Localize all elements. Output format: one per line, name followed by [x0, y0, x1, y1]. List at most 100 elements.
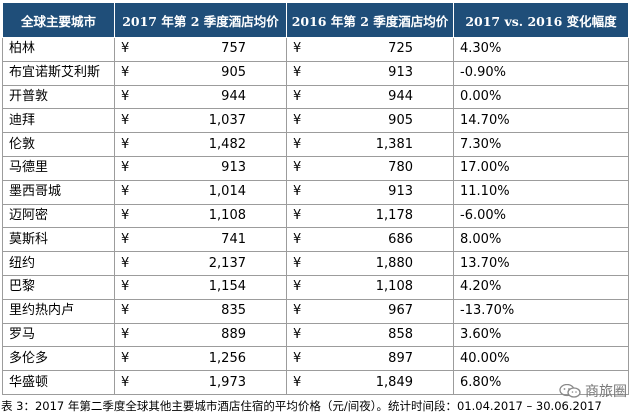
currency-symbol: ¥: [293, 41, 302, 57]
price-2017-cell-value: 741: [221, 231, 246, 247]
table-row: 墨西哥城 ¥1,014 ¥913 11.10%: [2, 179, 629, 205]
currency-symbol: ¥: [293, 279, 302, 295]
price-2017-cell: ¥905: [114, 60, 287, 86]
header-change: 2017 vs. 2016 变化幅度: [453, 2, 629, 38]
currency-symbol: ¥: [121, 184, 130, 200]
currency-symbol: ¥: [121, 350, 130, 366]
price-2017-cell: ¥741: [114, 227, 287, 253]
currency-symbol: ¥: [121, 41, 130, 57]
change-cell: 11.10%: [453, 179, 629, 205]
price-2016-cell-value: 1,108: [375, 279, 413, 295]
currency-symbol: ¥: [121, 207, 130, 223]
header-price-2016: 2016 年第 2 季度酒店均价: [286, 2, 454, 38]
city-cell: 多伦多: [2, 346, 115, 372]
table-caption: 表 3：2017 年第二季度全球其他主要城市酒店住宿的平均价格（元/间夜）。统计…: [1, 399, 602, 413]
currency-symbol: ¥: [121, 88, 130, 104]
city-cell: 莫斯科: [2, 227, 115, 253]
price-2017-cell: ¥1,108: [114, 203, 287, 229]
price-2017-cell-value: 1,482: [208, 136, 246, 152]
price-2017-cell-value: 1,037: [208, 112, 246, 128]
city-cell: 马德里: [2, 155, 115, 181]
price-2016-cell-value: 897: [388, 350, 413, 366]
change-cell: 6.80%: [453, 370, 629, 395]
price-2016-cell-value: 967: [388, 303, 413, 319]
change-cell: 4.30%: [453, 37, 629, 62]
currency-symbol: ¥: [293, 88, 302, 104]
change-cell: -13.70%: [453, 298, 629, 324]
currency-symbol: ¥: [121, 374, 130, 390]
price-2016-cell-value: 686: [388, 231, 413, 247]
price-2016-cell: ¥780: [286, 155, 454, 181]
city-cell: 布宜诺斯艾利斯: [2, 60, 115, 86]
table-row: 迈阿密 ¥1,108 ¥1,178 -6.00%: [2, 203, 629, 229]
price-2017-cell: ¥944: [114, 84, 287, 110]
price-2016-cell-value: 858: [388, 326, 413, 342]
wechat-icon: [559, 384, 581, 398]
city-cell: 迪拜: [2, 108, 115, 134]
change-cell: -6.00%: [453, 203, 629, 229]
city-cell: 罗马: [2, 322, 115, 348]
price-2016-cell: ¥1,178: [286, 203, 454, 229]
price-2016-cell-value: 725: [388, 41, 413, 57]
currency-symbol: ¥: [293, 112, 302, 128]
city-cell: 华盛顿: [2, 370, 115, 395]
currency-symbol: ¥: [293, 326, 302, 342]
change-cell: 14.70%: [453, 108, 629, 134]
price-2017-cell: ¥2,137: [114, 251, 287, 276]
change-cell: 3.60%: [453, 322, 629, 348]
price-2016-cell-value: 1,178: [375, 207, 413, 223]
city-cell: 纽约: [2, 251, 115, 276]
watermark-text: 商旅圈: [585, 384, 627, 400]
table-row: 柏林 ¥757 ¥725 4.30%: [2, 37, 629, 62]
price-2017-cell-value: 835: [221, 303, 246, 319]
table-row: 莫斯科 ¥741 ¥686 8.00%: [2, 227, 629, 253]
price-2016-cell-value: 780: [388, 160, 413, 176]
currency-symbol: ¥: [121, 136, 130, 152]
currency-symbol: ¥: [293, 65, 302, 81]
currency-symbol: ¥: [121, 326, 130, 342]
currency-symbol: ¥: [293, 303, 302, 319]
city-cell: 墨西哥城: [2, 179, 115, 205]
change-cell: -0.90%: [453, 60, 629, 86]
table-header-row: 全球主要城市 2017 年第 2 季度酒店均价 2016 年第 2 季度酒店均价…: [2, 2, 629, 38]
price-2016-cell-value: 1,381: [375, 136, 413, 152]
city-cell: 伦敦: [2, 132, 115, 157]
table-row: 巴黎 ¥1,154 ¥1,108 4.20%: [2, 274, 629, 300]
table-row: 罗马 ¥889 ¥858 3.60%: [2, 322, 629, 348]
price-2016-cell: ¥967: [286, 298, 454, 324]
table-row: 马德里 ¥913 ¥780 17.00%: [2, 155, 629, 181]
currency-symbol: ¥: [121, 160, 130, 176]
currency-symbol: ¥: [293, 184, 302, 200]
currency-symbol: ¥: [293, 160, 302, 176]
price-2017-cell: ¥835: [114, 298, 287, 324]
header-city: 全球主要城市: [2, 2, 115, 38]
price-2016-cell: ¥725: [286, 37, 454, 62]
price-2017-cell: ¥1,154: [114, 274, 287, 300]
price-2016-cell: ¥944: [286, 84, 454, 110]
price-2017-cell-value: 1,108: [208, 207, 246, 223]
hotel-price-table: 全球主要城市 2017 年第 2 季度酒店均价 2016 年第 2 季度酒店均价…: [2, 2, 629, 395]
price-2016-cell: ¥1,849: [286, 370, 454, 395]
table-row: 里约热内卢 ¥835 ¥967 -13.70%: [2, 298, 629, 324]
price-2017-cell-value: 913: [221, 160, 246, 176]
city-cell: 柏林: [2, 37, 115, 62]
price-2017-cell-value: 944: [221, 88, 246, 104]
price-2017-cell-value: 905: [221, 65, 246, 81]
currency-symbol: ¥: [293, 231, 302, 247]
table-row: 多伦多 ¥1,256 ¥897 40.00%: [2, 346, 629, 372]
city-cell: 迈阿密: [2, 203, 115, 229]
currency-symbol: ¥: [293, 136, 302, 152]
price-2016-cell-value: 905: [388, 112, 413, 128]
city-cell: 里约热内卢: [2, 298, 115, 324]
table-row: 迪拜 ¥1,037 ¥905 14.70%: [2, 108, 629, 134]
table-row: 伦敦 ¥1,482 ¥1,381 7.30%: [2, 132, 629, 157]
change-cell: 0.00%: [453, 84, 629, 110]
price-2017-cell-value: 2,137: [208, 255, 246, 271]
city-cell: 开普敦: [2, 84, 115, 110]
header-price-2017: 2017 年第 2 季度酒店均价: [114, 2, 287, 38]
change-cell: 40.00%: [453, 346, 629, 372]
price-2016-cell: ¥1,880: [286, 251, 454, 276]
price-2016-cell: ¥686: [286, 227, 454, 253]
currency-symbol: ¥: [293, 350, 302, 366]
currency-symbol: ¥: [121, 231, 130, 247]
